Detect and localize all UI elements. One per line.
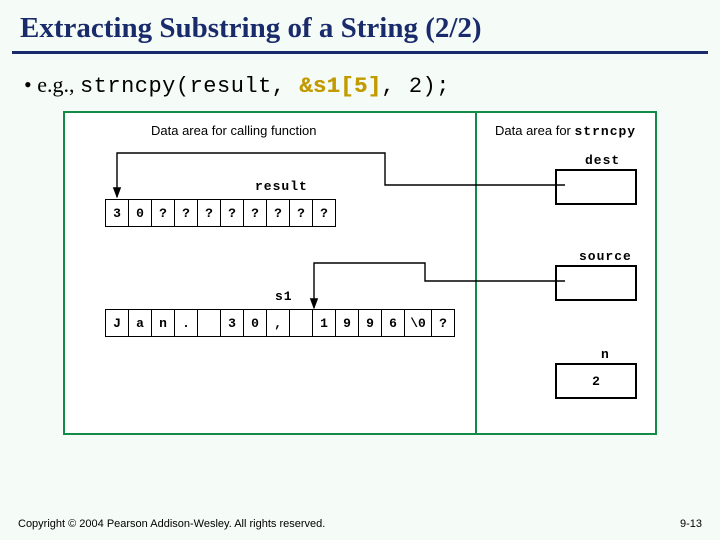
s1-cell (289, 309, 312, 337)
s1-cell: a (128, 309, 151, 337)
s1-cell (197, 309, 220, 337)
result-cell: ? (197, 199, 220, 227)
s1-cell: J (105, 309, 128, 337)
result-cell: ? (220, 199, 243, 227)
divider-line (475, 113, 477, 433)
source-label: source (579, 249, 632, 264)
memory-diagram: Data area for calling function Data area… (63, 111, 657, 435)
s1-cell: n (151, 309, 174, 337)
right-header-prefix: Data area for (495, 123, 575, 138)
n-box: 2 (555, 363, 637, 399)
result-cell: 0 (128, 199, 151, 227)
n-value: 2 (592, 374, 600, 389)
s1-array: Jan. 30, 1996\0? (105, 309, 455, 337)
s1-cell: 9 (335, 309, 358, 337)
source-box (555, 265, 637, 301)
result-cell: ? (289, 199, 312, 227)
s1-cell: ? (431, 309, 455, 337)
code-after: , 2); (381, 74, 450, 99)
right-area-header: Data area for strncpy (495, 123, 636, 139)
page-number: 9-13 (680, 518, 702, 530)
s1-cell: 9 (358, 309, 381, 337)
s1-label: s1 (275, 289, 293, 304)
code-highlight: &s1[5] (299, 74, 381, 99)
result-cell: ? (174, 199, 197, 227)
s1-cell: , (266, 309, 289, 337)
result-cell: ? (312, 199, 336, 227)
result-cell: ? (243, 199, 266, 227)
s1-cell: 1 (312, 309, 335, 337)
bullet-prefix: • e.g., (24, 72, 80, 97)
result-label: result (255, 179, 308, 194)
page-title: Extracting Substring of a String (2/2) (0, 0, 720, 45)
dest-box (555, 169, 637, 205)
result-cell: ? (266, 199, 289, 227)
n-label: n (601, 347, 610, 362)
result-cell: 3 (105, 199, 128, 227)
s1-cell: 6 (381, 309, 404, 337)
footer: Copyright © 2004 Pearson Addison-Wesley.… (18, 518, 702, 530)
s1-cell: 0 (243, 309, 266, 337)
s1-cell: \0 (404, 309, 431, 337)
right-header-mono: strncpy (575, 124, 637, 139)
result-cell: ? (151, 199, 174, 227)
code-before: strncpy(result, (80, 74, 299, 99)
left-area-header: Data area for calling function (151, 123, 316, 138)
s1-cell: 3 (220, 309, 243, 337)
dest-label: dest (585, 153, 620, 168)
copyright: Copyright © 2004 Pearson Addison-Wesley.… (18, 518, 325, 530)
result-array: 30???????? (105, 199, 336, 227)
example-line: • e.g., strncpy(result, &s1[5], 2); (0, 54, 720, 105)
s1-cell: . (174, 309, 197, 337)
